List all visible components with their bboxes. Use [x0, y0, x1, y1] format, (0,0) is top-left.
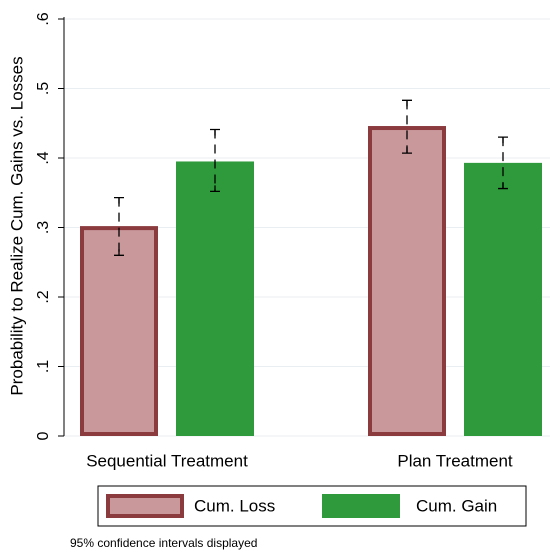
error-cap [402, 99, 412, 154]
legend-label: Cum. Gain [416, 496, 497, 515]
error-cap [114, 196, 124, 256]
y-tick-label: .6 [35, 12, 52, 25]
error-cap [498, 136, 508, 190]
y-tick-label: 0 [35, 431, 52, 440]
y-tick-label: .3 [35, 221, 52, 234]
legend-label: Cum. Loss [194, 496, 275, 515]
legend-swatch [106, 494, 184, 518]
bar [368, 126, 446, 436]
legend-swatch [322, 494, 400, 518]
x-tick-label: Sequential Treatment [86, 451, 248, 470]
error-cap [210, 128, 220, 193]
y-tick-label: .2 [35, 290, 52, 303]
y-tick-label: .5 [35, 82, 52, 95]
y-tick-label: .1 [35, 360, 52, 373]
bar [464, 162, 542, 437]
y-tick-label: .4 [35, 151, 52, 164]
bar [80, 226, 158, 436]
y-axis-title: Probability to Realize Cum. Gains vs. Lo… [7, 56, 26, 395]
bar [176, 161, 254, 436]
note: 95% confidence intervals displayed [70, 536, 257, 550]
x-tick-label: Plan Treatment [397, 451, 513, 470]
